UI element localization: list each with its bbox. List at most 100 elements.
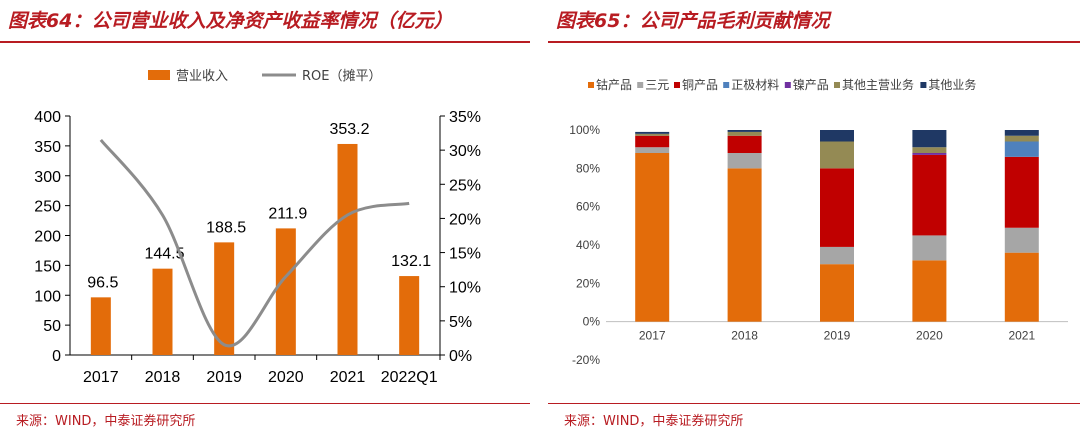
y2-tick-label: 20% <box>449 211 481 228</box>
right-source-rule <box>548 403 1080 404</box>
revenue-bar <box>275 228 296 355</box>
legend-label: 铜产品 <box>682 77 718 92</box>
y-tick-label: -20% <box>572 353 600 367</box>
legend-swatch <box>784 82 791 88</box>
x-category-label: 2017 <box>83 369 119 386</box>
x-category-label: 2022Q1 <box>381 369 438 386</box>
stacked-segment <box>820 246 854 265</box>
y-tick-label: 20% <box>576 276 600 290</box>
stacked-segment <box>1004 141 1039 157</box>
left-panel: 图表64：公司营业收入及净资产收益率情况（亿元） 营业收入 ROE（摊平） 0 50 1… <box>0 0 530 436</box>
stacked-segment <box>1004 156 1039 228</box>
legend-label: 其他主营业务 <box>842 77 914 92</box>
right-chart-title: 图表65：公司产品毛利贡献情况 <box>556 10 830 32</box>
left-source-rule <box>0 403 530 404</box>
x-category-label: 2020 <box>268 369 304 386</box>
revenue-bar <box>399 276 420 355</box>
stacked-segment <box>1004 135 1039 142</box>
legend-swatch <box>723 82 730 88</box>
legend-label: 钴产品 <box>596 77 632 92</box>
revenue-bar-data-label: 353.2 <box>329 121 369 138</box>
x-category-label: 2020 <box>916 329 943 343</box>
legend-swatch <box>674 82 680 88</box>
y2-tick-label: 0% <box>449 348 472 365</box>
stacked-segment <box>727 153 762 169</box>
stacked-segment <box>635 147 670 153</box>
y-tick-label: 300 <box>34 169 61 186</box>
stacked-segment <box>820 168 854 247</box>
right-source-note: 来源：WIND，中泰证券研究所 <box>564 414 744 429</box>
stacked-segment <box>820 141 854 169</box>
y-tick-label: 0 <box>52 348 61 365</box>
legend-swatch <box>588 82 594 88</box>
stacked-segment <box>727 168 762 322</box>
legend-label: 三元 <box>645 78 669 92</box>
right-title-rule <box>548 41 1080 43</box>
stacked-segment <box>820 130 854 142</box>
y2-tick-label: 30% <box>449 143 481 160</box>
legend-line-label: ROE（摊平） <box>302 69 381 84</box>
y2-tick-label: 5% <box>449 314 472 331</box>
left-source-note: 来源：WIND，中泰证券研究所 <box>16 414 196 429</box>
revenue-bar-data-label: 132.1 <box>391 253 431 270</box>
stacked-segment <box>727 135 762 153</box>
stacked-segment <box>820 264 854 322</box>
stacked-segment <box>1004 252 1039 322</box>
stacked-segment <box>635 131 670 134</box>
revenue-bar <box>214 242 235 355</box>
y-tick-label: 60% <box>576 200 600 214</box>
y2-tick-label: 10% <box>449 280 481 297</box>
stacked-segment <box>912 130 947 148</box>
revenue-bar <box>90 297 111 355</box>
revenue-bar-data-label: 96.5 <box>87 274 118 291</box>
roe-line <box>99 138 410 348</box>
x-category-label: 2018 <box>145 369 181 386</box>
revenue-roe-chart: 营业收入 ROE（摊平） 0 50 100 150 200 250 300 350 400 0% 5% 1… <box>34 69 481 386</box>
x-category-label: 2017 <box>639 329 666 343</box>
legend-swatch <box>920 82 927 88</box>
revenue-bar-data-label: 144.5 <box>144 246 184 263</box>
legend-bar-swatch <box>148 70 170 80</box>
x-category-label: 2021 <box>1008 329 1035 343</box>
stacked-segment <box>727 131 762 136</box>
y-tick-label: 400 <box>34 109 61 126</box>
y2-tick-label: 15% <box>449 246 481 263</box>
right-panel: 图表65：公司产品毛利贡献情况 钴产品 三元 铜产品 正极材料 镍产品 其他主营业务 其他业… <box>548 0 1080 436</box>
y-tick-label: 100 <box>34 288 61 305</box>
legend-swatch <box>834 82 840 88</box>
y-tick-label: 50 <box>43 318 61 335</box>
left-title-rule <box>0 41 530 43</box>
y-tick-label: 100% <box>569 123 600 137</box>
revenue-bar <box>152 268 173 355</box>
y2-tick-label: 35% <box>449 109 481 126</box>
legend-label: 其他业务 <box>928 77 976 92</box>
stacked-segment <box>1004 130 1039 136</box>
stacked-segment <box>912 154 947 236</box>
stacked-segment <box>912 147 947 153</box>
x-category-label: 2021 <box>330 369 366 386</box>
stacked-segment <box>635 133 670 136</box>
y-tick-label: 150 <box>34 258 61 275</box>
stacked-segment <box>912 260 947 322</box>
stacked-segment <box>635 135 670 148</box>
legend-label: 正极材料 <box>731 78 779 92</box>
legend-swatch <box>637 82 644 88</box>
x-category-label: 2018 <box>731 329 758 343</box>
y-tick-label: 40% <box>576 238 600 252</box>
y-tick-label: 250 <box>34 199 61 216</box>
y-tick-label: 80% <box>576 161 600 175</box>
x-category-label: 2019 <box>206 369 242 386</box>
y-tick-label: 200 <box>34 229 61 246</box>
stacked-segment <box>912 235 947 261</box>
x-category-label: 2019 <box>824 329 851 343</box>
legend-label: 镍产品 <box>793 78 829 92</box>
revenue-bar-data-label: 211.9 <box>268 205 307 222</box>
stacked-segment <box>727 130 762 132</box>
y2-tick-label: 25% <box>449 177 481 194</box>
legend-bar-label: 营业收入 <box>176 69 228 84</box>
y-tick-label: 0% <box>583 315 601 329</box>
y-tick-label: 350 <box>34 139 61 156</box>
revenue-bar <box>337 143 358 355</box>
stacked-segment <box>635 153 670 322</box>
revenue-bar-data-label: 188.5 <box>206 219 246 236</box>
